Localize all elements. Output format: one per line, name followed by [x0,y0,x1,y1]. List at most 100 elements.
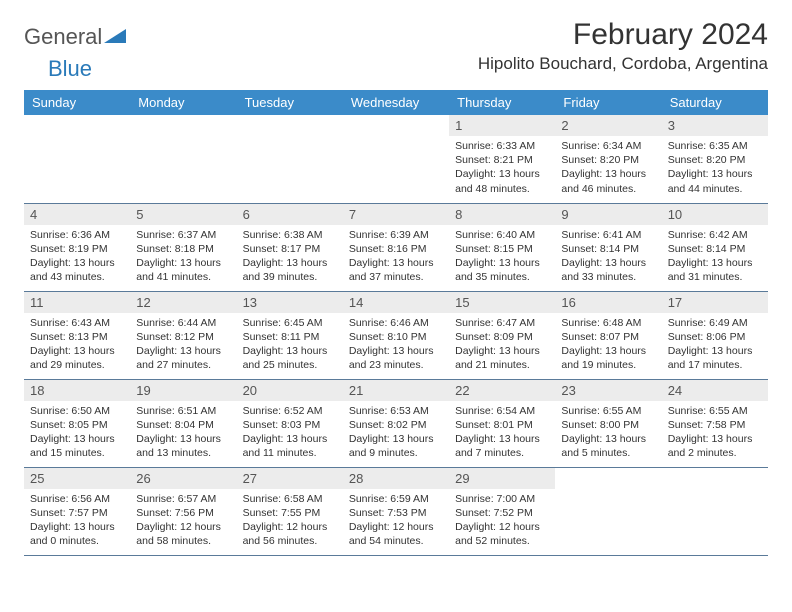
daylight-text: Daylight: 13 hours and 25 minutes. [243,344,337,372]
calendar-day-cell: 11Sunrise: 6:43 AMSunset: 8:13 PMDayligh… [24,291,130,379]
daylight-text: Daylight: 13 hours and 0 minutes. [30,520,124,548]
calendar-week-row: 18Sunrise: 6:50 AMSunset: 8:05 PMDayligh… [24,379,768,467]
day-details: Sunrise: 6:45 AMSunset: 8:11 PMDaylight:… [237,313,343,379]
sunrise-text: Sunrise: 6:44 AM [136,316,230,330]
day-details: Sunrise: 6:35 AMSunset: 8:20 PMDaylight:… [662,136,768,202]
daylight-text: Daylight: 12 hours and 54 minutes. [349,520,443,548]
calendar-day-cell: 1Sunrise: 6:33 AMSunset: 8:21 PMDaylight… [449,115,555,203]
calendar-day-cell: 21Sunrise: 6:53 AMSunset: 8:02 PMDayligh… [343,379,449,467]
calendar-table: Sunday Monday Tuesday Wednesday Thursday… [24,90,768,556]
daylight-text: Daylight: 13 hours and 39 minutes. [243,256,337,284]
sunset-text: Sunset: 7:58 PM [668,418,762,432]
calendar-day-cell: 20Sunrise: 6:52 AMSunset: 8:03 PMDayligh… [237,379,343,467]
day-details: Sunrise: 6:54 AMSunset: 8:01 PMDaylight:… [449,401,555,467]
day-number: 23 [555,380,661,401]
sunrise-text: Sunrise: 6:51 AM [136,404,230,418]
sunrise-text: Sunrise: 6:38 AM [243,228,337,242]
day-details: Sunrise: 6:50 AMSunset: 8:05 PMDaylight:… [24,401,130,467]
day-number: 17 [662,292,768,313]
sunset-text: Sunset: 8:02 PM [349,418,443,432]
calendar-week-row: 4Sunrise: 6:36 AMSunset: 8:19 PMDaylight… [24,203,768,291]
day-details: Sunrise: 6:56 AMSunset: 7:57 PMDaylight:… [24,489,130,555]
day-details: Sunrise: 6:40 AMSunset: 8:15 PMDaylight:… [449,225,555,291]
weekday-header: Sunday [24,90,130,115]
sunset-text: Sunset: 8:21 PM [455,153,549,167]
calendar-day-cell: 17Sunrise: 6:49 AMSunset: 8:06 PMDayligh… [662,291,768,379]
daylight-text: Daylight: 13 hours and 33 minutes. [561,256,655,284]
sunrise-text: Sunrise: 6:55 AM [668,404,762,418]
sunset-text: Sunset: 8:01 PM [455,418,549,432]
day-details: Sunrise: 6:48 AMSunset: 8:07 PMDaylight:… [555,313,661,379]
sunrise-text: Sunrise: 6:37 AM [136,228,230,242]
calendar-day-cell: 23Sunrise: 6:55 AMSunset: 8:00 PMDayligh… [555,379,661,467]
sunrise-text: Sunrise: 6:58 AM [243,492,337,506]
calendar-week-row: 1Sunrise: 6:33 AMSunset: 8:21 PMDaylight… [24,115,768,203]
sunrise-text: Sunrise: 6:48 AM [561,316,655,330]
weekday-header: Wednesday [343,90,449,115]
sunrise-text: Sunrise: 6:35 AM [668,139,762,153]
daylight-text: Daylight: 13 hours and 31 minutes. [668,256,762,284]
day-details: Sunrise: 6:55 AMSunset: 8:00 PMDaylight:… [555,401,661,467]
calendar-day-cell: 16Sunrise: 6:48 AMSunset: 8:07 PMDayligh… [555,291,661,379]
calendar-day-cell: 28Sunrise: 6:59 AMSunset: 7:53 PMDayligh… [343,467,449,555]
calendar-day-cell: 2Sunrise: 6:34 AMSunset: 8:20 PMDaylight… [555,115,661,203]
sunset-text: Sunset: 8:03 PM [243,418,337,432]
weekday-header: Thursday [449,90,555,115]
day-number: 15 [449,292,555,313]
sunrise-text: Sunrise: 6:42 AM [668,228,762,242]
calendar-day-cell: 14Sunrise: 6:46 AMSunset: 8:10 PMDayligh… [343,291,449,379]
day-details: Sunrise: 6:36 AMSunset: 8:19 PMDaylight:… [24,225,130,291]
sunrise-text: Sunrise: 6:33 AM [455,139,549,153]
day-details: Sunrise: 6:34 AMSunset: 8:20 PMDaylight:… [555,136,661,202]
sunrise-text: Sunrise: 6:43 AM [30,316,124,330]
daylight-text: Daylight: 13 hours and 44 minutes. [668,167,762,195]
day-details: Sunrise: 6:57 AMSunset: 7:56 PMDaylight:… [130,489,236,555]
calendar-day-cell: 4Sunrise: 6:36 AMSunset: 8:19 PMDaylight… [24,203,130,291]
daylight-text: Daylight: 13 hours and 23 minutes. [349,344,443,372]
sunset-text: Sunset: 8:11 PM [243,330,337,344]
month-title: February 2024 [478,18,768,52]
calendar-day-cell: 24Sunrise: 6:55 AMSunset: 7:58 PMDayligh… [662,379,768,467]
sunset-text: Sunset: 8:10 PM [349,330,443,344]
calendar-day-cell: 5Sunrise: 6:37 AMSunset: 8:18 PMDaylight… [130,203,236,291]
weekday-header: Saturday [662,90,768,115]
day-number: 2 [555,115,661,136]
daylight-text: Daylight: 13 hours and 43 minutes. [30,256,124,284]
day-number: 3 [662,115,768,136]
day-details: Sunrise: 6:42 AMSunset: 8:14 PMDaylight:… [662,225,768,291]
day-details: Sunrise: 6:59 AMSunset: 7:53 PMDaylight:… [343,489,449,555]
calendar-day-cell [130,115,236,203]
sunrise-text: Sunrise: 6:59 AM [349,492,443,506]
sunrise-text: Sunrise: 6:55 AM [561,404,655,418]
brand-part2: Blue [24,56,92,81]
brand-logo: General [24,18,126,50]
day-number: 7 [343,204,449,225]
calendar-day-cell: 29Sunrise: 7:00 AMSunset: 7:52 PMDayligh… [449,467,555,555]
brand-part1: General [24,24,102,50]
weekday-header: Friday [555,90,661,115]
day-number: 8 [449,204,555,225]
daylight-text: Daylight: 13 hours and 37 minutes. [349,256,443,284]
daylight-text: Daylight: 13 hours and 2 minutes. [668,432,762,460]
day-details: Sunrise: 6:58 AMSunset: 7:55 PMDaylight:… [237,489,343,555]
day-number: 16 [555,292,661,313]
daylight-text: Daylight: 13 hours and 27 minutes. [136,344,230,372]
daylight-text: Daylight: 13 hours and 17 minutes. [668,344,762,372]
calendar-day-cell: 12Sunrise: 6:44 AMSunset: 8:12 PMDayligh… [130,291,236,379]
sunrise-text: Sunrise: 6:45 AM [243,316,337,330]
sunset-text: Sunset: 8:16 PM [349,242,443,256]
day-number: 14 [343,292,449,313]
sunset-text: Sunset: 7:56 PM [136,506,230,520]
calendar-day-cell [24,115,130,203]
daylight-text: Daylight: 13 hours and 19 minutes. [561,344,655,372]
day-details: Sunrise: 6:37 AMSunset: 8:18 PMDaylight:… [130,225,236,291]
calendar-day-cell: 18Sunrise: 6:50 AMSunset: 8:05 PMDayligh… [24,379,130,467]
daylight-text: Daylight: 13 hours and 11 minutes. [243,432,337,460]
day-details: Sunrise: 6:33 AMSunset: 8:21 PMDaylight:… [449,136,555,202]
sunrise-text: Sunrise: 6:52 AM [243,404,337,418]
sunrise-text: Sunrise: 6:40 AM [455,228,549,242]
day-details: Sunrise: 6:47 AMSunset: 8:09 PMDaylight:… [449,313,555,379]
daylight-text: Daylight: 13 hours and 9 minutes. [349,432,443,460]
sunset-text: Sunset: 8:18 PM [136,242,230,256]
day-details: Sunrise: 6:53 AMSunset: 8:02 PMDaylight:… [343,401,449,467]
